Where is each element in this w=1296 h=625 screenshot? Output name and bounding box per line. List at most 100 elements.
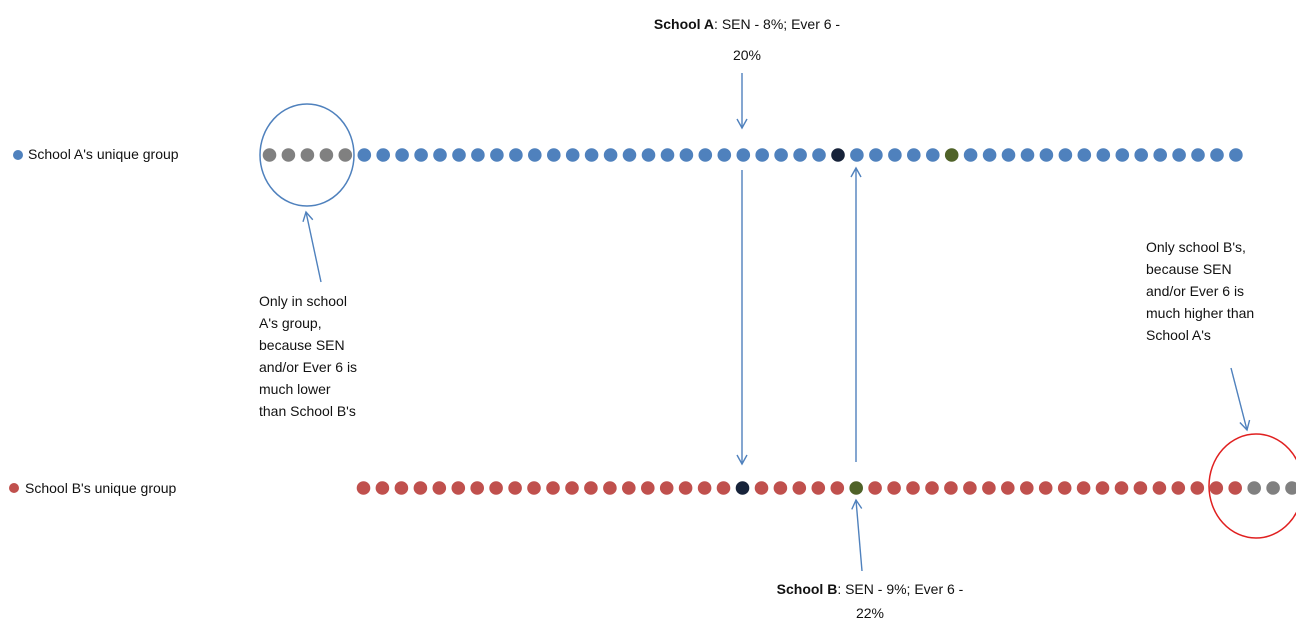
school-a-pupil-dot <box>452 148 466 162</box>
school-a-pupil-dot <box>1077 148 1092 162</box>
school-a-pupil-dot <box>357 148 372 162</box>
school-a-shared-dot <box>300 148 315 162</box>
school-b-pupil-dot <box>944 481 958 495</box>
school-a-sen-marker-dot <box>831 148 845 162</box>
school-b-pupil-dot <box>1076 481 1091 495</box>
school-a-pupil-dot <box>1001 148 1016 162</box>
school-a-pupil-dot <box>1096 148 1111 162</box>
school-b-pupil-dot <box>451 481 466 495</box>
school-a-pupil-dot <box>433 148 447 162</box>
school-a-pupil-dot <box>850 148 864 162</box>
school-b-pupil-dot <box>527 481 541 495</box>
school-a-pupil-dot <box>926 148 940 162</box>
school-a-pupil-dot <box>1210 148 1224 162</box>
school-b-pupil-dot <box>1171 481 1186 495</box>
school-a-pupil-dot <box>755 148 769 162</box>
school-a-pupil-dot <box>774 148 788 162</box>
school-a-pupil-dot <box>547 148 561 162</box>
school-b-pupil-dot <box>906 481 920 495</box>
school-b-pupil-dot <box>489 481 503 495</box>
school-a-shared-dot <box>262 148 277 162</box>
school-b-pupil-dot <box>1095 481 1110 495</box>
school-b-shared-dot <box>1266 481 1280 495</box>
school-b-pupil-dot <box>375 481 390 495</box>
school-b-pupil-dot <box>1133 481 1148 495</box>
school-b-pupil-dot <box>1209 481 1224 495</box>
school-a-pupil-dot <box>888 148 902 162</box>
school-a-pupil-dot <box>717 148 732 162</box>
school-b-pupil-dot <box>697 481 712 495</box>
school-b-pupil-dot <box>811 481 826 495</box>
school-a-row <box>262 148 1243 162</box>
school-b-pupil-dot <box>1001 481 1015 495</box>
school-b-pupil-dot <box>659 481 674 495</box>
school-a-pupil-dot <box>1134 148 1148 162</box>
school-a-pupil-dot <box>679 148 694 162</box>
callout-only-school-b: Only school B's, because SEN and/or Ever… <box>1146 239 1255 343</box>
school-b-pupil-dot <box>792 481 807 495</box>
school-a-pupil-dot <box>1039 148 1054 162</box>
school-b-pupil-dot <box>584 481 598 495</box>
school-b-pupil-dot <box>982 481 996 495</box>
school-b-row <box>356 481 1296 495</box>
school-b-sen-marker-dot <box>735 481 750 495</box>
school-a-pupil-dot <box>963 148 978 162</box>
school-a-pupil-dot <box>603 148 618 162</box>
school-b-pupil-dot <box>565 481 579 495</box>
callout-only-school-a: Only in school A's group, because SEN an… <box>259 293 358 419</box>
school-b-shared-dot <box>1247 481 1261 495</box>
school-b-shared-dot <box>1285 481 1296 495</box>
school-a-pupil-dot <box>1020 148 1035 162</box>
legend-label-school-b: School B's unique group <box>25 480 177 496</box>
school-b-pupil-dot <box>622 481 636 495</box>
school-b-pupil-dot <box>754 481 769 495</box>
school-a-pupil-dot <box>793 148 807 162</box>
school-a-pupil-dot <box>1153 148 1167 162</box>
school-a-pupil-dot <box>1115 148 1130 162</box>
school-b-pupil-dot <box>830 481 845 495</box>
school-b-pupil-dot <box>603 481 617 495</box>
school-a-pupil-dot <box>907 148 921 162</box>
school-b-pupil-dot <box>1020 481 1034 495</box>
school-a-pupil-dot <box>528 148 542 162</box>
school-a-label-line2: 20% <box>732 47 762 63</box>
school-a-pupil-dot <box>414 148 428 162</box>
school-b-pupil-dot <box>887 481 901 495</box>
school-a-shared-dot <box>319 148 334 162</box>
school-b-pupil-dot <box>1057 481 1072 495</box>
school-a-pupil-dot <box>982 148 997 162</box>
school-b-pupil-dot <box>1114 481 1129 495</box>
school-b-pupil-dot <box>1152 481 1167 495</box>
legend-dot-school-a <box>13 150 23 160</box>
school-a-pupil-dot <box>395 148 409 162</box>
school-b-pupil-dot <box>432 481 447 495</box>
legend-label-school-a: School A's unique group <box>28 146 179 162</box>
school-a-pupil-dot <box>698 148 713 162</box>
school-b-pupil-dot <box>470 481 485 495</box>
school-b-pupil-dot <box>394 481 409 495</box>
school-a-shared-dot <box>338 148 353 162</box>
school-a-pupil-dot <box>1229 148 1243 162</box>
school-b-pupil-dot <box>678 481 693 495</box>
school-a-pupil-dot <box>376 148 391 162</box>
school-a-shared-dot <box>281 148 296 162</box>
school-a-pupil-dot <box>1191 148 1205 162</box>
school-b-pupil-dot <box>925 481 939 495</box>
arrow-label-b-to-ever6 <box>851 498 863 572</box>
school-b-pupil-dot <box>716 481 731 495</box>
school-a-pupil-dot <box>565 148 580 162</box>
school-b-pupil-dot <box>641 481 655 495</box>
circle-school-a-only <box>259 103 355 207</box>
arrow-callout-b-to-circle <box>1230 367 1251 432</box>
school-b-pupil-dot <box>546 481 560 495</box>
school-b-pupil-dot <box>356 481 371 495</box>
school-a-pupil-dot <box>509 148 523 162</box>
circle-school-b-only <box>1208 433 1296 539</box>
school-a-pupil-dot <box>584 148 599 162</box>
arrow-callout-a-to-circle <box>302 210 322 283</box>
school-a-pupil-dot <box>471 148 485 162</box>
school-b-pupil-dot <box>773 481 788 495</box>
school-a-pupil-dot <box>641 148 656 162</box>
